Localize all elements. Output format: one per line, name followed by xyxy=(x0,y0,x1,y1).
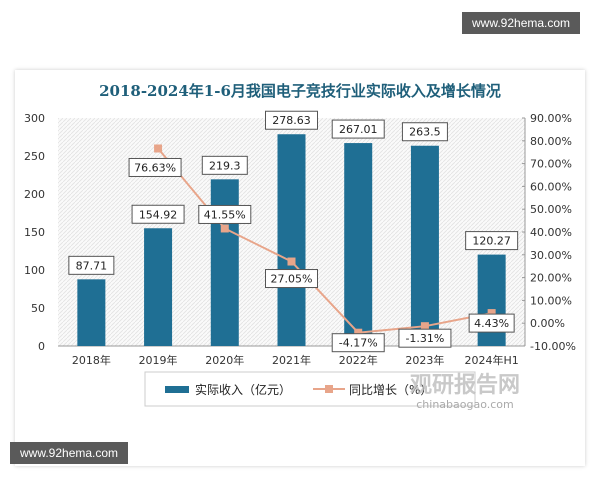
x-tick: 2023年 xyxy=(405,353,444,367)
chart: 2018-2024年1-6月我国电子竞技行业实际收入及增长情况 0 50 100 150… xyxy=(24,82,576,411)
y-left-tick: 250 xyxy=(24,150,45,163)
logo-url-watermark: chinabaogao.com xyxy=(416,398,514,411)
y-left-tick: 50 xyxy=(31,302,45,315)
growth-label: 76.63% xyxy=(134,161,176,174)
growth-marker xyxy=(354,328,363,337)
bar-label: 120.27 xyxy=(472,235,511,248)
growth-label-box xyxy=(198,204,252,224)
growth-label-box xyxy=(468,313,515,333)
bar-label-box xyxy=(201,155,248,175)
y-right-tick: 40.00% xyxy=(530,226,572,239)
legend-line-marker xyxy=(325,385,333,393)
y-left-tick: 200 xyxy=(24,188,45,201)
bar xyxy=(77,279,106,346)
bar-label: 219.3 xyxy=(209,159,241,172)
bar-label-box xyxy=(131,204,185,224)
legend-bar-label: 实际收入（亿元） xyxy=(195,382,291,397)
x-tick: 2018年 xyxy=(72,353,111,367)
y-left-tick: 100 xyxy=(24,264,45,277)
bar-label: 263.5 xyxy=(409,126,441,139)
growth-marker xyxy=(420,322,429,331)
y-right-tick: 80.00% xyxy=(530,135,572,148)
growth-label-box xyxy=(331,333,385,353)
y-right-tick: 20.00% xyxy=(530,272,572,285)
bar-label-box xyxy=(401,122,448,142)
y-right-tick: 50.00% xyxy=(530,203,572,216)
bar-label-box xyxy=(265,110,318,130)
x-tick: 2022年 xyxy=(339,353,378,367)
x-tick: 2019年 xyxy=(139,353,178,367)
x-tick: 2024年H1 xyxy=(465,353,519,367)
y-left-tick: 150 xyxy=(24,226,45,239)
y-right-tick: 10.00% xyxy=(530,294,572,307)
y-right-tick: 0.00% xyxy=(530,317,565,330)
bar xyxy=(410,145,439,346)
growth-label-box xyxy=(265,269,318,289)
logo-watermark: 观研报告网 xyxy=(410,373,520,398)
chart-title: 2018-2024年1-6月我国电子竞技行业实际收入及增长情况 xyxy=(99,82,501,100)
bar-label: 267.01 xyxy=(339,123,378,136)
bar-label: 278.63 xyxy=(272,114,311,127)
bar-label-box xyxy=(331,119,385,139)
growth-label: 41.55% xyxy=(204,208,246,221)
growth-label-box xyxy=(128,157,182,177)
bar xyxy=(144,228,173,346)
bar-label: 87.71 xyxy=(76,259,108,272)
y-right-tick: 70.00% xyxy=(530,158,572,171)
growth-marker xyxy=(487,309,496,318)
growth-label: -1.31% xyxy=(405,332,444,345)
bar-label: 154.92 xyxy=(139,208,178,221)
growth-label: 4.43% xyxy=(474,317,509,330)
growth-label: -4.17% xyxy=(339,337,378,350)
growth-marker xyxy=(154,144,163,153)
legend-line-label: 同比增长（%） xyxy=(349,383,432,397)
legend-bar-swatch xyxy=(165,386,189,393)
growth-label-box xyxy=(398,328,452,348)
y-right-tick: 30.00% xyxy=(530,249,572,262)
y-right-tick: 90.00% xyxy=(530,112,572,125)
growth-marker xyxy=(220,224,229,233)
growth-marker xyxy=(287,257,296,266)
y-left-tick: 0 xyxy=(38,340,45,353)
y-right-tick: 60.00% xyxy=(530,180,572,193)
bar-label-box xyxy=(465,231,519,251)
chart-card: 2018-2024年1-6月我国电子竞技行业实际收入及增长情况 0 50 100 150… xyxy=(15,70,585,466)
x-tick: 2020年 xyxy=(205,353,244,367)
watermark-top: www.92hema.com xyxy=(462,12,581,34)
growth-label: 27.05% xyxy=(271,273,313,286)
watermark-bottom: www.92hema.com xyxy=(10,442,129,464)
bar-label-box xyxy=(68,255,115,275)
legend xyxy=(144,371,476,407)
x-tick: 2021年 xyxy=(272,353,311,367)
bar xyxy=(210,179,239,346)
bar xyxy=(277,134,306,346)
y-right-tick: -10.00% xyxy=(530,340,576,353)
y-left-tick: 300 xyxy=(24,112,45,125)
bar xyxy=(344,143,373,346)
